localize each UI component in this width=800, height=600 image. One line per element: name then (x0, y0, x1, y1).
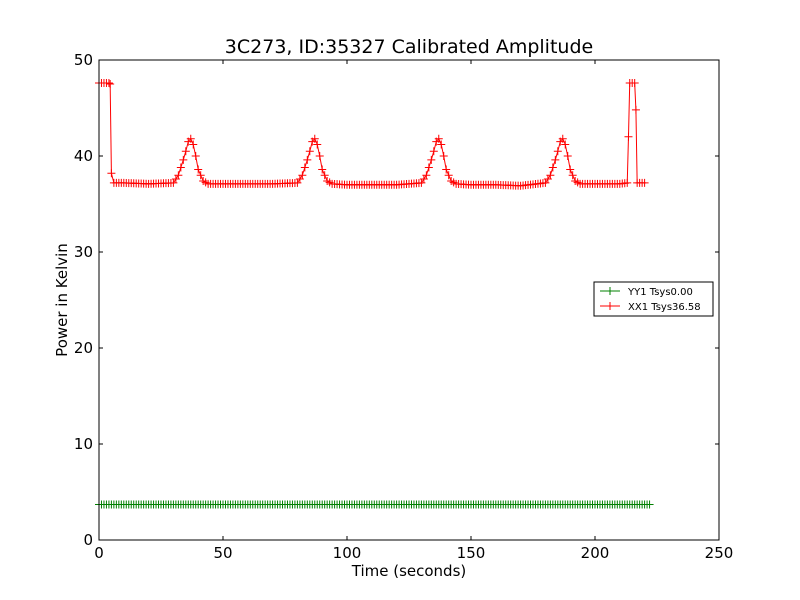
y-tick-label: 50 (74, 51, 93, 69)
data-point (548, 163, 557, 172)
data-point (310, 134, 319, 143)
x-tick-label: 150 (457, 544, 486, 562)
data-point (568, 171, 577, 180)
data-point (553, 147, 562, 156)
y-tick-label: 0 (83, 531, 93, 549)
data-point (558, 134, 567, 143)
series-2 (95, 79, 649, 190)
data-point (305, 147, 314, 156)
data-point (429, 147, 438, 156)
y-tick-label: 30 (74, 243, 93, 261)
data-point (300, 163, 309, 172)
data-point (624, 132, 633, 141)
data-point (179, 155, 188, 164)
data-point (315, 152, 324, 160)
data-point (630, 79, 639, 88)
y-tick-label: 20 (74, 339, 93, 357)
data-point (318, 165, 327, 174)
x-tick-label: 0 (94, 544, 104, 562)
series-1 (95, 500, 654, 509)
chart-title: 3C273, ID:35327 Calibrated Amplitude (225, 36, 593, 58)
data-point (437, 140, 446, 149)
data-point (320, 171, 329, 180)
data-point (422, 171, 431, 180)
data-point (191, 152, 200, 160)
data-point (186, 134, 195, 143)
data-point (640, 178, 649, 187)
data-point (181, 147, 190, 156)
data-point (196, 171, 205, 180)
x-axis-title: Time (seconds) (351, 562, 467, 580)
data-point (561, 140, 570, 149)
legend-label: XX1 Tsys36.58 (628, 302, 701, 313)
data-point (427, 155, 436, 164)
legend-marker (606, 287, 614, 295)
data-point (442, 165, 451, 174)
y-axis-title: Power in Kelvin (53, 243, 71, 357)
data-point (439, 152, 448, 160)
y-tick-label: 40 (74, 147, 93, 165)
data-point (174, 171, 183, 180)
legend: YY1 Tsys0.00 XX1 Tsys36.58 (593, 281, 714, 317)
x-tick-label: 250 (705, 544, 734, 562)
data-point (546, 171, 555, 180)
data-point (444, 171, 453, 180)
data-point (303, 155, 312, 164)
data-point (189, 140, 198, 149)
y-tick-label: 10 (74, 435, 93, 453)
data-point (566, 165, 575, 174)
x-tick-label: 50 (213, 544, 232, 562)
legend-box (593, 281, 714, 317)
plot-frame (98, 59, 720, 541)
data-point (298, 171, 307, 180)
data-point (551, 155, 560, 164)
data-point (563, 152, 572, 160)
data-point (313, 140, 322, 149)
data-point (194, 165, 203, 174)
x-tick-label: 200 (581, 544, 610, 562)
data-point (176, 163, 185, 172)
legend-label: YY1 Tsys0.00 (627, 287, 693, 298)
data-point (645, 500, 654, 509)
data-point (623, 178, 632, 187)
data-point (631, 105, 640, 114)
data-point (107, 169, 116, 178)
data-point (106, 80, 115, 88)
data-point (104, 79, 113, 88)
legend-marker (606, 302, 614, 310)
data-point (434, 134, 443, 143)
x-tick-label: 100 (333, 544, 362, 562)
data-point (424, 163, 433, 172)
